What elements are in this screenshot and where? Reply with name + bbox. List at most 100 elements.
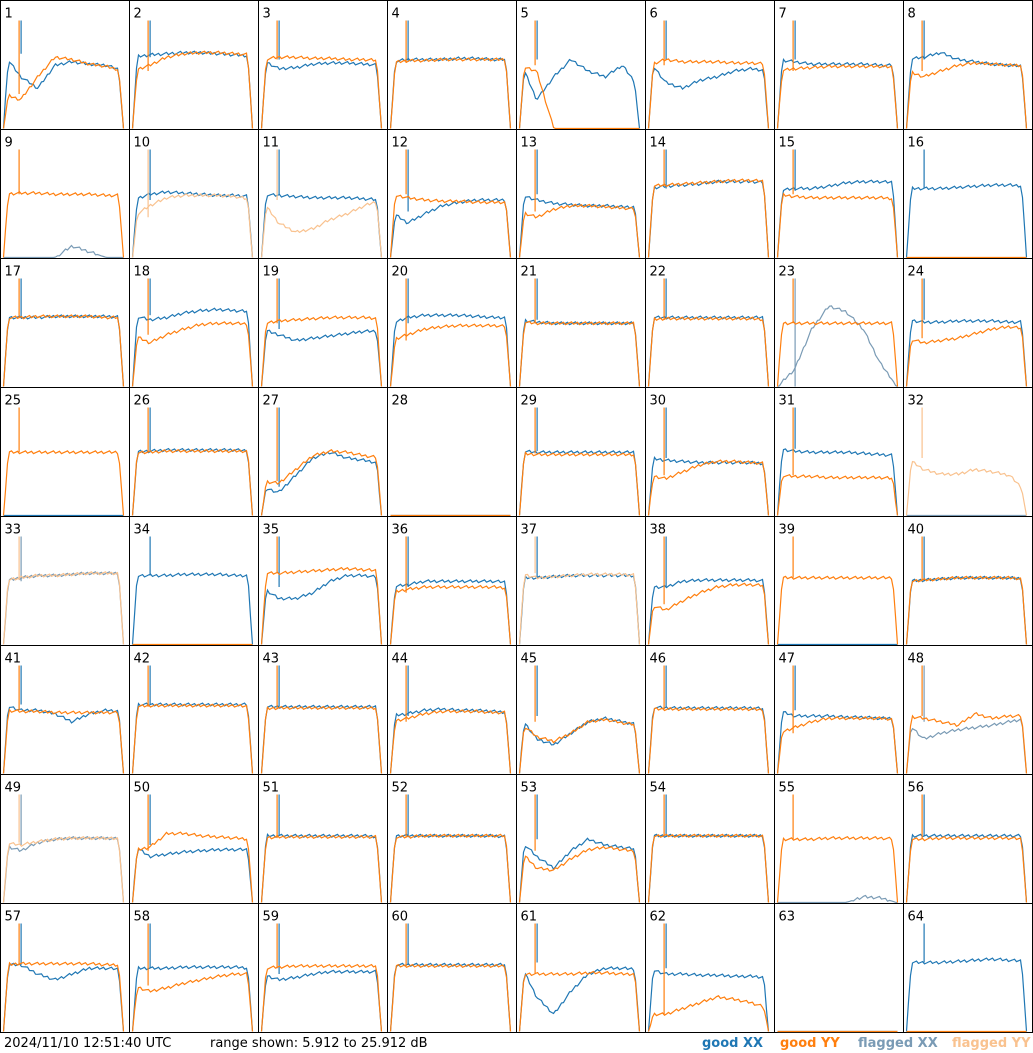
panel-55: 55 xyxy=(774,774,904,904)
series-yy-line xyxy=(260,834,383,903)
series-yy-line xyxy=(905,711,1028,774)
series-xx-line xyxy=(776,448,899,516)
series-xx-line xyxy=(518,837,641,903)
panel-number: 52 xyxy=(392,781,409,796)
series-yy-line xyxy=(647,178,770,258)
panel-frame xyxy=(645,774,775,904)
panel-frame xyxy=(258,129,388,259)
panel-frame xyxy=(903,129,1033,259)
series-xx-line xyxy=(260,969,383,1032)
panel-number: 44 xyxy=(392,652,409,667)
series-yy-line xyxy=(389,194,512,258)
panel-number: 24 xyxy=(908,265,925,280)
series-xx-line xyxy=(905,318,1028,387)
panel-number: 27 xyxy=(263,394,280,409)
series-yy-line xyxy=(647,995,770,1032)
series-yy-line xyxy=(389,584,512,645)
panel-44: 44 xyxy=(387,645,517,775)
series-yy-line xyxy=(131,971,254,1032)
series-yy-line xyxy=(2,55,125,129)
series-yy-line xyxy=(776,575,899,645)
range-label: range shown: 5.912 to 25.912 dB xyxy=(210,1036,428,1051)
series-yy-line xyxy=(131,703,254,774)
series-yy-line xyxy=(776,321,899,387)
panel-number: 2 xyxy=(134,7,142,22)
panel-6: 6 xyxy=(645,0,775,130)
series-xx-line xyxy=(131,964,254,1032)
panel-21: 21 xyxy=(516,258,646,388)
series-xx-line xyxy=(647,66,770,129)
panel-frame xyxy=(387,129,517,259)
panel-number: 12 xyxy=(392,136,409,151)
panel-number: 26 xyxy=(134,394,151,409)
series-yy-line xyxy=(260,705,383,774)
series-xx-line xyxy=(518,58,641,129)
series-xx-line xyxy=(905,52,1028,129)
panel-40: 40 xyxy=(903,516,1033,646)
series-xx-line xyxy=(647,705,770,774)
panel-5: 5 xyxy=(516,0,646,130)
panel-frame xyxy=(774,645,904,775)
series-xx-line xyxy=(389,833,512,903)
panel-number: 46 xyxy=(650,652,667,667)
series-yy-line xyxy=(131,193,254,258)
panel-number: 31 xyxy=(779,394,796,409)
series-yy-line xyxy=(647,316,770,387)
series-yy-line xyxy=(518,970,641,1032)
panel-frame xyxy=(645,516,775,646)
panel-34: 34 xyxy=(129,516,259,646)
panel-frame xyxy=(516,129,646,259)
panel-54: 54 xyxy=(645,774,775,904)
panel-number: 10 xyxy=(134,136,151,151)
panel-35: 35 xyxy=(258,516,388,646)
series-yy-line xyxy=(647,58,770,129)
panel-number: 58 xyxy=(134,910,151,925)
panel-frame xyxy=(774,903,904,1033)
panel-frame xyxy=(129,645,259,775)
panel-46: 46 xyxy=(645,645,775,775)
panel-39: 39 xyxy=(774,516,904,646)
panel-number: 7 xyxy=(779,7,787,22)
panel-17: 17 xyxy=(0,258,130,388)
panel-number: 9 xyxy=(5,136,13,151)
panel-29: 29 xyxy=(516,387,646,517)
series-xx-line xyxy=(2,835,125,903)
panel-frame xyxy=(258,0,388,130)
panel-49: 49 xyxy=(0,774,130,904)
legend-flagged-xx: flagged XX xyxy=(858,1036,938,1051)
panel-frame xyxy=(258,903,388,1033)
series-xx-line xyxy=(389,56,512,129)
series-xx-line xyxy=(518,966,641,1032)
panel-38: 38 xyxy=(645,516,775,646)
series-yy-line xyxy=(131,50,254,129)
panel-number: 30 xyxy=(650,394,667,409)
panel-frame xyxy=(645,387,775,517)
series-xx-line xyxy=(905,575,1028,645)
series-yy-line xyxy=(647,459,770,516)
panel-number: 17 xyxy=(5,265,22,280)
panel-43: 43 xyxy=(258,645,388,775)
panel-26: 26 xyxy=(129,387,259,517)
panel-number: 29 xyxy=(521,394,538,409)
series-xx-line xyxy=(389,313,512,387)
panel-60: 60 xyxy=(387,903,517,1033)
panel-number: 61 xyxy=(521,910,538,925)
legend-good-xx: good XX xyxy=(702,1036,764,1051)
series-yy-line xyxy=(2,314,125,387)
series-yy-line xyxy=(518,203,641,258)
panel-61: 61 xyxy=(516,903,646,1033)
series-yy-line xyxy=(260,315,383,387)
series-yy-line xyxy=(389,57,512,129)
panel-48: 48 xyxy=(903,645,1033,775)
series-yy-line xyxy=(905,575,1028,645)
panel-14: 14 xyxy=(645,129,775,259)
panel-number: 56 xyxy=(908,781,925,796)
series-yy-line xyxy=(518,572,641,645)
panel-number: 40 xyxy=(908,523,925,538)
legend-good-yy: good YY xyxy=(780,1036,840,1051)
panel-number: 1 xyxy=(5,7,13,22)
panel-number: 57 xyxy=(5,910,22,925)
panel-27: 27 xyxy=(258,387,388,517)
panel-16: 16 xyxy=(903,129,1033,259)
panel-frame xyxy=(645,0,775,130)
